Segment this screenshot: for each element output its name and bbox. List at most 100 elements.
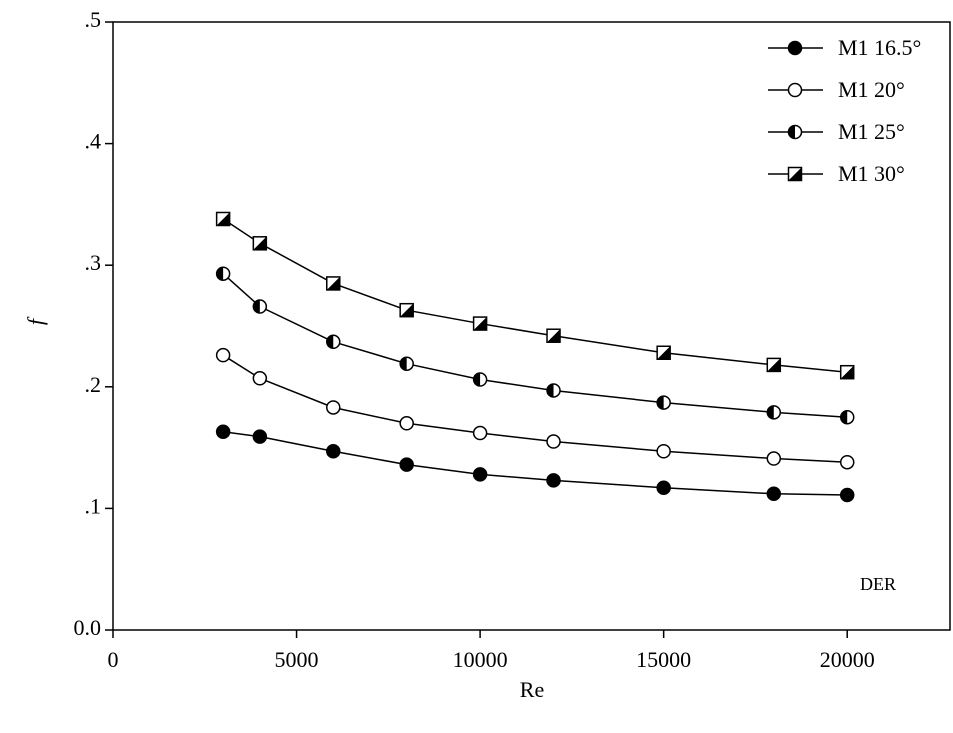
marker-shape bbox=[472, 425, 488, 441]
legend-label: M1 30° bbox=[838, 161, 905, 186]
marker-shape bbox=[840, 410, 848, 424]
marker-shape bbox=[546, 434, 561, 449]
marker bbox=[787, 124, 803, 140]
marker bbox=[839, 364, 855, 380]
x-tick-label: 20000 bbox=[820, 647, 875, 672]
plot-frame bbox=[112, 21, 951, 631]
x-tick-label: 0 bbox=[108, 647, 119, 672]
annotation: DER bbox=[860, 574, 896, 594]
marker bbox=[546, 434, 561, 449]
marker-shape bbox=[547, 329, 561, 343]
marker-shape bbox=[766, 486, 782, 502]
marker bbox=[252, 371, 268, 386]
marker-shape bbox=[252, 429, 268, 444]
marker-shape bbox=[215, 424, 231, 440]
marker-shape bbox=[326, 276, 340, 290]
marker bbox=[399, 457, 414, 472]
legend-label: M1 16.5° bbox=[838, 35, 921, 60]
marker bbox=[252, 299, 268, 314]
marker-shape bbox=[840, 365, 854, 379]
series-line bbox=[222, 273, 848, 418]
marker-shape bbox=[787, 40, 803, 56]
marker bbox=[787, 40, 803, 56]
marker-shape bbox=[656, 443, 671, 459]
marker bbox=[656, 395, 671, 410]
series-line bbox=[223, 431, 848, 496]
marker-shape bbox=[546, 473, 561, 488]
marker-shape bbox=[399, 416, 414, 431]
marker-shape bbox=[399, 457, 414, 472]
marker bbox=[215, 424, 231, 440]
marker bbox=[546, 473, 561, 488]
marker-shape bbox=[473, 317, 487, 331]
series-line bbox=[222, 218, 848, 373]
marker-shape bbox=[656, 480, 671, 495]
x-tick-label: 5000 bbox=[275, 647, 319, 672]
marker bbox=[215, 347, 231, 363]
x-axis-label: Re bbox=[520, 677, 544, 702]
marker bbox=[326, 400, 341, 415]
marker bbox=[766, 486, 782, 502]
marker-shape bbox=[216, 267, 224, 281]
marker bbox=[326, 276, 341, 291]
marker bbox=[252, 236, 268, 251]
y-tick-label: .2 bbox=[85, 372, 102, 397]
marker-shape bbox=[839, 487, 855, 503]
marker-shape bbox=[472, 467, 488, 482]
marker-shape bbox=[215, 347, 231, 363]
marker bbox=[399, 356, 414, 371]
y-tick-label: .5 bbox=[85, 7, 102, 32]
marker bbox=[656, 345, 671, 361]
marker-shape bbox=[253, 300, 260, 314]
marker bbox=[546, 328, 561, 343]
marker-shape bbox=[326, 443, 341, 459]
marker bbox=[472, 425, 488, 441]
marker-shape bbox=[253, 236, 267, 250]
marker bbox=[787, 82, 803, 98]
marker bbox=[472, 467, 488, 482]
marker bbox=[399, 302, 414, 318]
marker-shape bbox=[547, 383, 554, 397]
marker bbox=[326, 334, 341, 350]
marker-shape bbox=[473, 373, 481, 387]
marker-shape bbox=[326, 400, 341, 415]
marker-shape bbox=[252, 371, 268, 386]
series-line bbox=[222, 354, 848, 463]
marker bbox=[787, 166, 803, 182]
marker bbox=[656, 443, 671, 459]
marker-shape bbox=[839, 454, 855, 470]
marker bbox=[215, 266, 231, 281]
y-tick-label: .1 bbox=[85, 493, 102, 518]
y-tick-label: 0.0 bbox=[74, 615, 102, 640]
marker bbox=[766, 357, 782, 373]
marker bbox=[472, 316, 488, 331]
marker-shape bbox=[657, 396, 664, 410]
marker-shape bbox=[400, 357, 407, 371]
marker-shape bbox=[788, 125, 795, 139]
marker-shape bbox=[788, 167, 802, 181]
marker bbox=[472, 372, 488, 387]
marker-shape bbox=[326, 335, 334, 349]
y-axis-label: f bbox=[23, 316, 48, 325]
marker bbox=[656, 480, 671, 495]
marker bbox=[326, 443, 341, 459]
marker bbox=[215, 211, 231, 227]
marker bbox=[766, 405, 782, 420]
marker-shape bbox=[657, 346, 671, 360]
marker bbox=[839, 487, 855, 503]
marker bbox=[252, 429, 268, 444]
y-tick-label: .3 bbox=[85, 250, 102, 275]
marker bbox=[399, 416, 414, 431]
x-tick-label: 15000 bbox=[636, 647, 691, 672]
marker bbox=[839, 409, 855, 425]
marker bbox=[546, 383, 561, 398]
marker-shape bbox=[766, 451, 782, 466]
x-tick-label: 10000 bbox=[453, 647, 508, 672]
legend-label: M1 20° bbox=[838, 77, 905, 102]
marker-shape bbox=[767, 405, 774, 419]
marker bbox=[766, 451, 782, 466]
marker-shape bbox=[787, 82, 803, 98]
marker-shape bbox=[767, 358, 781, 372]
marker-shape bbox=[400, 303, 414, 317]
